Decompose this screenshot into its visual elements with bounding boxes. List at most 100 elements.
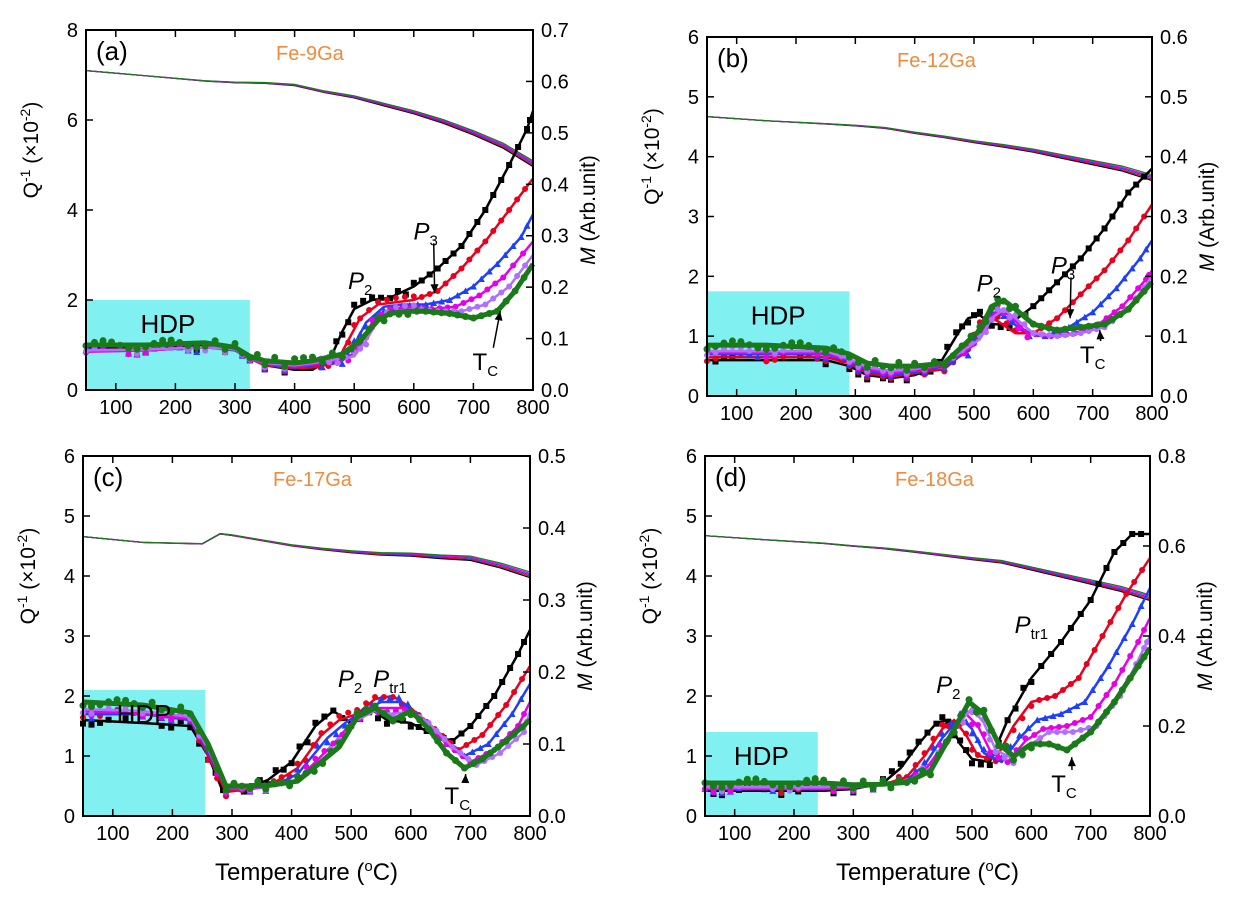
data-point xyxy=(1054,333,1060,339)
data-point xyxy=(1037,741,1044,748)
data-point xyxy=(1111,699,1118,706)
data-point xyxy=(1068,681,1074,687)
data-point xyxy=(969,721,975,727)
data-point xyxy=(995,742,1002,749)
data-point xyxy=(1038,323,1045,330)
data-point xyxy=(1019,751,1026,758)
data-point xyxy=(1038,663,1044,669)
data-point xyxy=(1078,255,1084,261)
data-point xyxy=(978,761,984,767)
data-point xyxy=(451,251,457,257)
hdp-label: HDP xyxy=(117,699,172,729)
x-tick-label: 100 xyxy=(718,823,751,845)
data-point xyxy=(959,342,966,349)
data-point xyxy=(474,304,480,310)
data-point xyxy=(969,760,975,766)
data-point xyxy=(976,323,983,330)
data-point xyxy=(126,351,132,357)
data-point xyxy=(443,258,449,264)
magnetization-line xyxy=(86,71,533,161)
data-point xyxy=(788,339,795,346)
data-point xyxy=(963,747,969,753)
data-point xyxy=(830,783,837,790)
x-tick-label: 300 xyxy=(215,823,248,845)
data-point xyxy=(805,342,812,349)
data-point xyxy=(106,717,112,723)
sample-title: Fe-9Ga xyxy=(276,43,345,65)
data-point xyxy=(393,304,399,310)
data-point xyxy=(522,263,528,269)
y2-tick-label: 0.0 xyxy=(1158,806,1186,828)
y-tick-label: 1 xyxy=(686,746,697,768)
data-point xyxy=(348,346,355,353)
data-point xyxy=(1046,287,1052,293)
data-point xyxy=(1016,325,1022,331)
data-point xyxy=(521,274,528,281)
y2-tick-label: 0.6 xyxy=(1160,27,1188,49)
data-point xyxy=(1141,654,1148,661)
data-point xyxy=(222,346,229,353)
data-point xyxy=(1000,298,1007,305)
data-point xyxy=(880,363,887,370)
data-point xyxy=(1001,307,1007,313)
y2-tick-label: 0.5 xyxy=(538,446,566,468)
panel-0: 100 200 300 400 500 600 700 800024680.00.10.20.… xyxy=(17,20,600,419)
data-point xyxy=(1061,326,1068,333)
data-point xyxy=(515,144,521,150)
data-point xyxy=(838,348,845,355)
data-point xyxy=(422,308,429,315)
data-point xyxy=(271,354,278,361)
magnetization-line xyxy=(83,534,530,572)
y2-tick-label: 0.8 xyxy=(1158,446,1186,468)
data-point xyxy=(443,750,450,757)
data-point xyxy=(855,359,862,366)
data-point xyxy=(466,257,472,263)
annotation-arrowhead xyxy=(1066,309,1074,318)
data-point xyxy=(944,344,950,350)
data-point xyxy=(482,207,488,213)
data-point xyxy=(840,777,847,784)
data-point xyxy=(345,724,352,731)
magnetization-line xyxy=(707,117,1152,179)
data-point xyxy=(966,696,973,703)
data-point xyxy=(117,342,124,349)
data-point xyxy=(1060,687,1066,693)
data-point xyxy=(887,784,894,791)
y2-tick-label: 0.5 xyxy=(541,123,569,145)
data-point xyxy=(1038,295,1044,301)
data-point xyxy=(1125,237,1131,243)
data-point xyxy=(492,281,498,287)
y-tick-label: 0 xyxy=(64,806,75,828)
data-point xyxy=(273,767,279,773)
data-point xyxy=(953,329,959,335)
data-point xyxy=(309,354,316,361)
annotation-label: P2 xyxy=(936,672,960,703)
data-point xyxy=(968,333,975,340)
data-point xyxy=(372,694,378,700)
data-point xyxy=(778,784,785,791)
sample-title: Fe-18Ga xyxy=(895,469,975,491)
y2-tick-label: 0.2 xyxy=(541,277,569,299)
x-tick-label: 400 xyxy=(896,823,929,845)
data-point xyxy=(850,785,857,792)
data-point xyxy=(319,358,326,365)
data-point xyxy=(465,756,471,762)
data-point xyxy=(461,765,468,772)
data-point xyxy=(1138,531,1144,537)
data-point xyxy=(506,162,512,168)
data-point xyxy=(1064,723,1070,729)
data-point xyxy=(389,718,396,725)
data-point xyxy=(327,721,333,727)
data-point xyxy=(466,231,472,237)
data-point xyxy=(254,778,261,785)
data-point xyxy=(1103,709,1110,716)
data-point xyxy=(458,266,464,272)
data-point xyxy=(982,318,989,325)
data-point xyxy=(870,785,877,792)
data-point xyxy=(294,773,301,780)
x-tick-label: 400 xyxy=(898,403,931,425)
data-point xyxy=(1021,321,1027,327)
data-point xyxy=(176,339,183,346)
data-point xyxy=(988,727,995,734)
data-point xyxy=(262,786,269,793)
